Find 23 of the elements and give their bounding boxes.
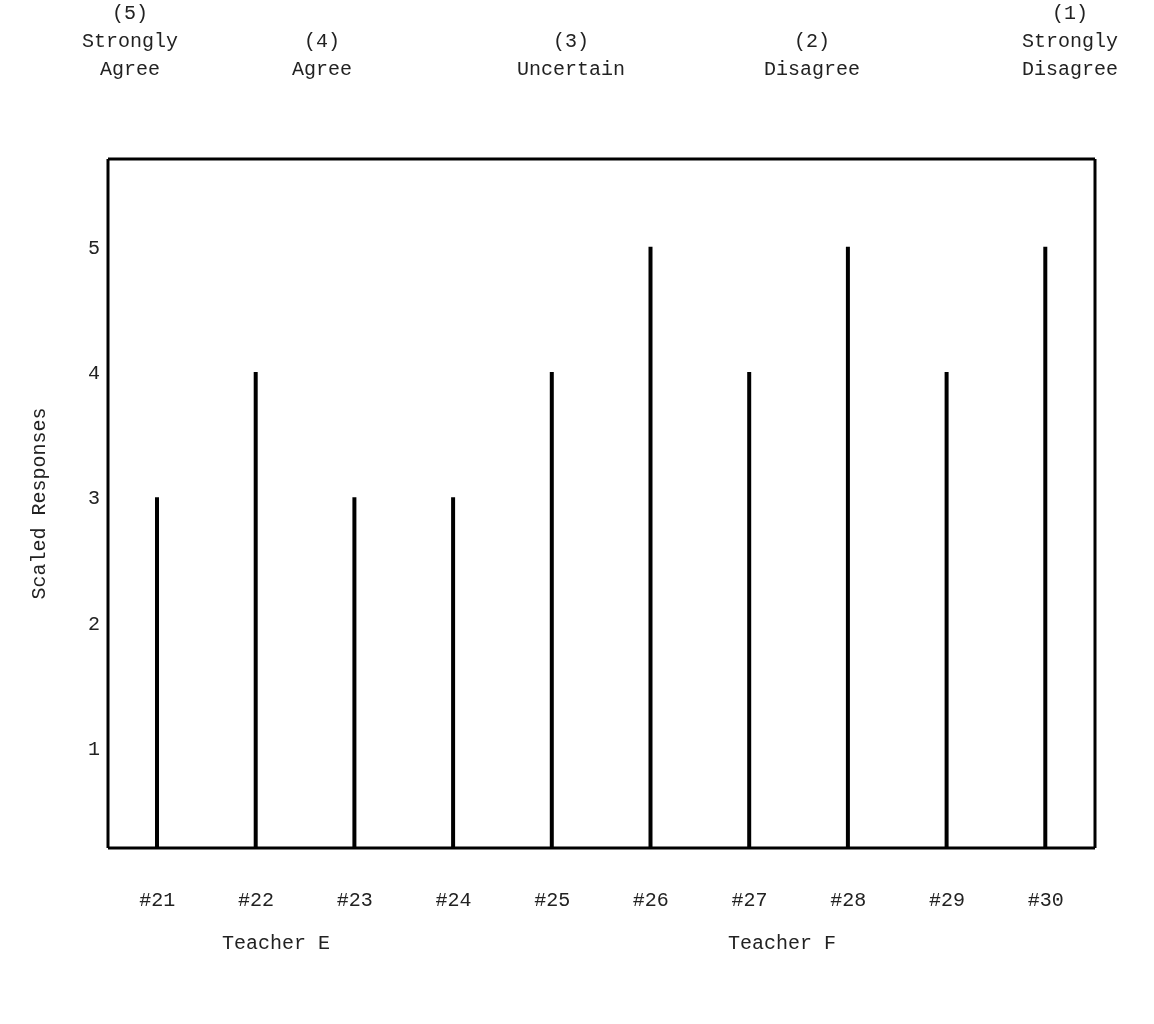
y-tick-label: 5 <box>87 236 100 260</box>
x-tick-label: #25 <box>534 889 571 913</box>
x-tick-label: #21 <box>139 889 176 913</box>
y-tick-label: 3 <box>87 487 100 511</box>
x-tick-label: #26 <box>632 889 669 913</box>
y-axis-title: Scaled Responses <box>28 407 52 600</box>
text: (3) Uncertain <box>516 29 626 83</box>
y-tick-label: 2 <box>87 612 100 636</box>
x-tick-label: #24 <box>435 889 472 913</box>
x-tick-label: #23 <box>336 889 373 913</box>
y-tick-label: 4 <box>87 362 100 386</box>
x-tick-label: #30 <box>1027 889 1064 913</box>
text: (2) Disagree <box>763 29 861 83</box>
x-tick-label: #29 <box>928 889 965 913</box>
y-tick-label: 1 <box>87 737 100 761</box>
text: (1) Strongly Disagree <box>1021 1 1119 83</box>
text: (5) Strongly Agree <box>81 1 179 83</box>
x-tick-label: #28 <box>830 889 867 913</box>
x-tick-label: #22 <box>238 889 275 913</box>
text: (4) Agree <box>291 29 353 83</box>
text: Teacher F <box>727 931 837 957</box>
text: Teacher E <box>221 931 331 957</box>
x-tick-label: #27 <box>731 889 768 913</box>
